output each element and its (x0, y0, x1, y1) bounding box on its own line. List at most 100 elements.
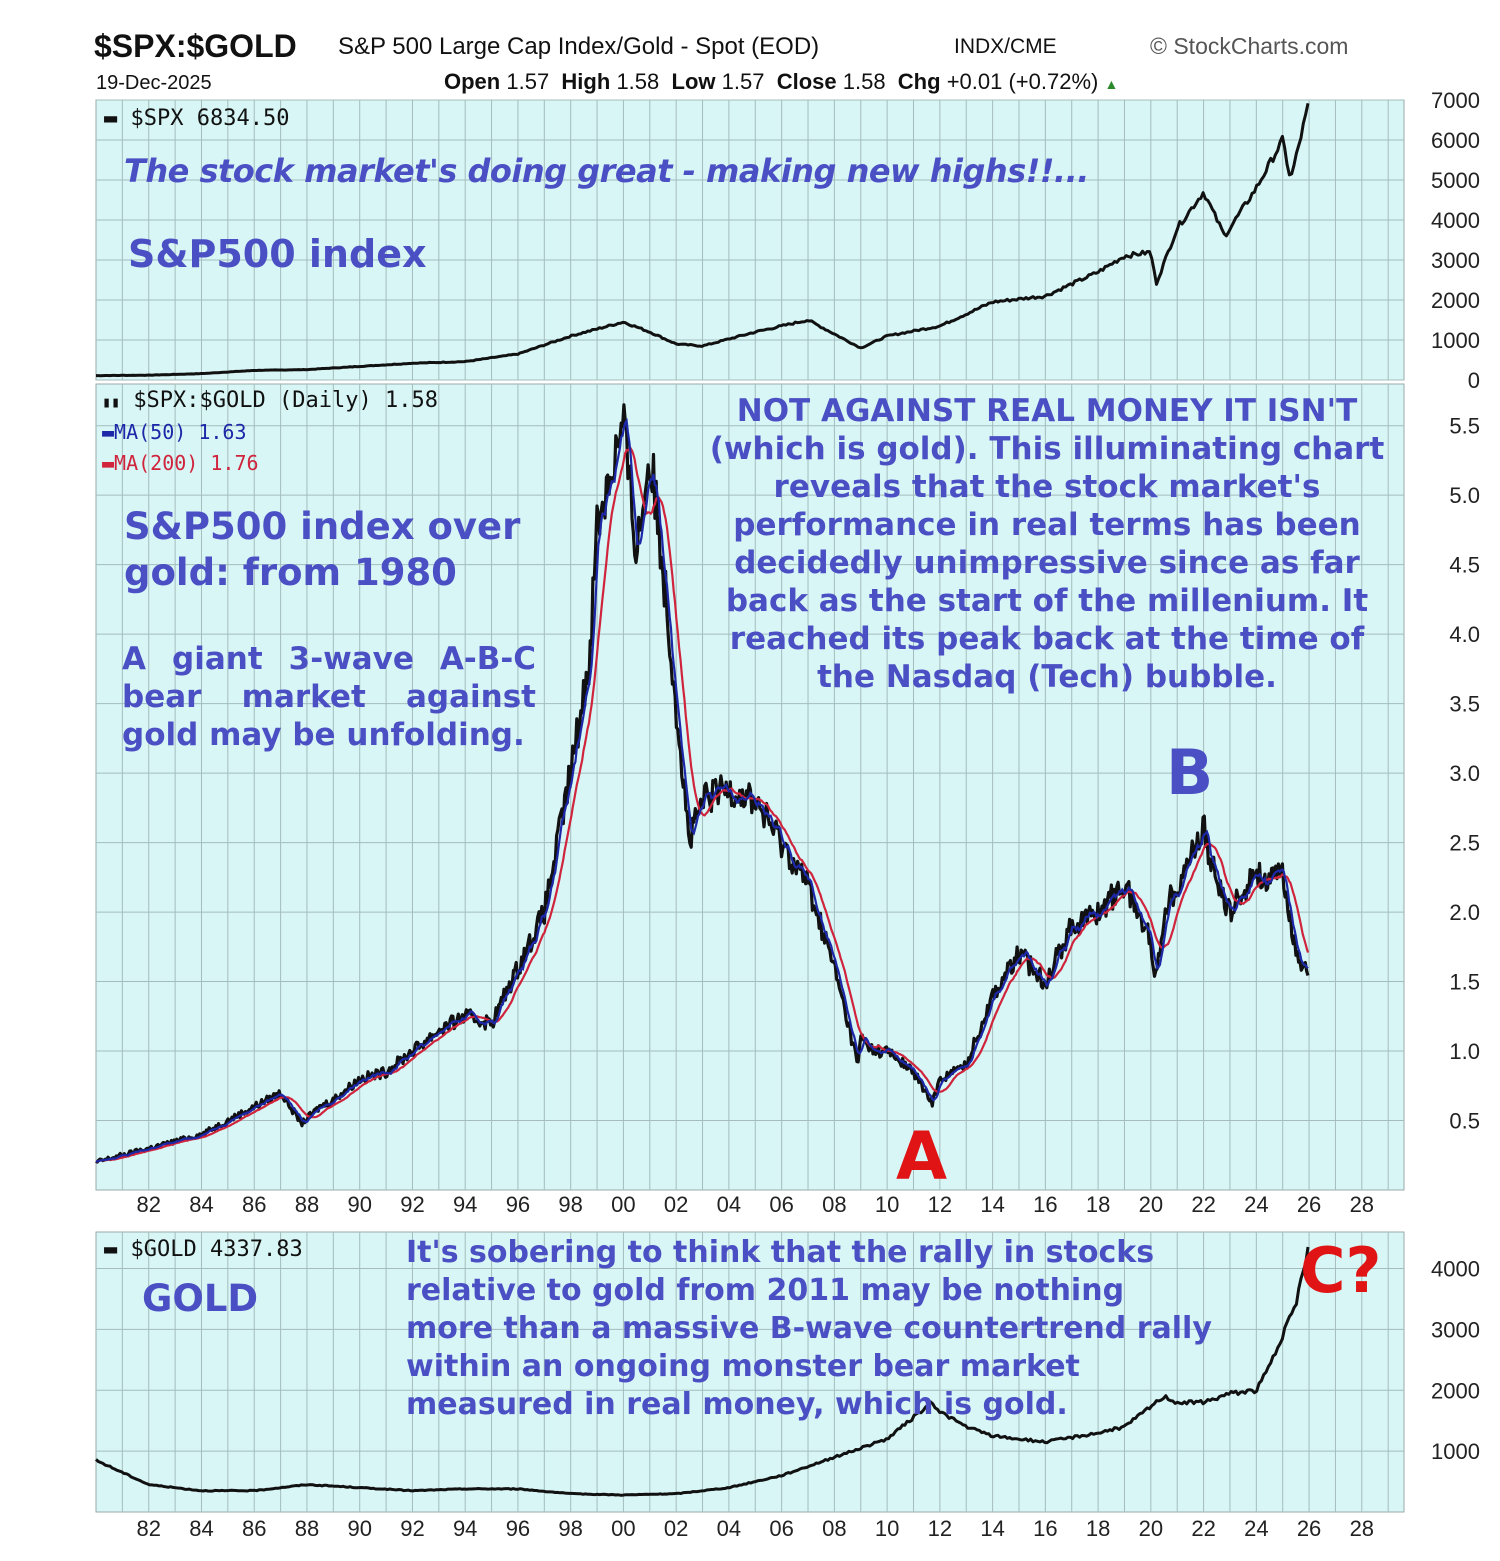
spx-legend-text: $SPX 6834.50 (130, 106, 290, 131)
abc-annotation: A giant 3-wave A-B-C bear market against… (122, 641, 536, 753)
gold-legend: ▬ $GOLD 4337.83 (104, 1237, 303, 1262)
up-arrow-icon: ▲ (1104, 76, 1119, 92)
y-tick-label: 5.5 (1449, 414, 1480, 439)
x-tick-label: 92 (400, 1516, 424, 1541)
source-credit: © StockCharts.com (1150, 33, 1349, 59)
ma200-legend: ▬MA(200) 1.76 (102, 451, 259, 475)
tick-layer: 010002000300040005000600070000.51.01.52.… (136, 88, 1480, 1541)
x-tick-label: 88 (295, 1192, 319, 1217)
y-tick-label: 5.0 (1449, 483, 1480, 508)
series-layer (94, 102, 1310, 1497)
x-tick-label: 06 (769, 1192, 793, 1217)
chg-label: Chg (897, 69, 941, 94)
ratio-price-line (95, 403, 1310, 1164)
x-tick-label: 10 (875, 1192, 899, 1217)
spx-price-line (96, 102, 1310, 378)
grid-layer (95, 99, 1405, 1513)
y-tick-label: 4.5 (1449, 553, 1480, 578)
y-tick-label: 4000 (1431, 1257, 1480, 1282)
y-tick-label: 5000 (1431, 168, 1480, 193)
x-tick-label: 08 (822, 1516, 846, 1541)
ratio-legend-text: $SPX:$GOLD (Daily) 1.58 (133, 388, 438, 413)
y-tick-label: 1.5 (1449, 970, 1480, 995)
x-tick-label: 94 (453, 1192, 477, 1217)
ratio-panel-title: S&P500 index over gold: from 1980 (124, 505, 521, 594)
x-tick-label: 96 (506, 1516, 530, 1541)
x-tick-label: 18 (1086, 1192, 1110, 1217)
wave-c-label: C? (1300, 1234, 1382, 1307)
x-tick-label: 08 (822, 1192, 846, 1217)
low-value: 1.57 (721, 69, 765, 94)
exchange-label: INDX/CME (954, 35, 1057, 58)
x-tick-label: 94 (453, 1516, 477, 1541)
x-tick-label: 98 (558, 1192, 582, 1217)
x-tick-label: 02 (664, 1192, 688, 1217)
ma200-legend-text: MA(200) 1.76 (114, 451, 259, 475)
ma50-legend: ▬MA(50) 1.63 (102, 420, 247, 444)
y-tick-label: 1000 (1431, 1439, 1480, 1464)
x-tick-label: 14 (980, 1516, 1004, 1541)
y-tick-label: 2000 (1431, 1378, 1480, 1403)
x-tick-label: 04 (717, 1516, 741, 1541)
y-tick-label: 6000 (1431, 128, 1480, 153)
chart-symbol: $SPX:$GOLD (94, 28, 297, 64)
legend-line-icon: ▬ (104, 1237, 118, 1262)
x-tick-label: 82 (136, 1516, 160, 1541)
y-tick-label: 3000 (1431, 1317, 1480, 1342)
bar-chart-icon: ▮▮ (102, 393, 121, 411)
high-value: 1.58 (616, 69, 660, 94)
panel-background (95, 1231, 1405, 1513)
spx-legend: ▬ $SPX 6834.50 (104, 106, 289, 131)
spx-annotation: The stock market's doing great - making … (124, 152, 1089, 190)
y-tick-label: 2.0 (1449, 900, 1480, 925)
wave-b-label: B (1166, 736, 1214, 809)
close-label: Close (776, 69, 837, 94)
chart-date: 19-Dec-2025 (96, 72, 212, 94)
gold-panel-title: GOLD (142, 1277, 259, 1320)
x-tick-label: 96 (506, 1192, 530, 1217)
x-tick-label: 82 (136, 1192, 160, 1217)
x-tick-label: 86 (242, 1192, 266, 1217)
y-tick-label: 0 (1468, 368, 1480, 393)
legend-line-icon: ▬ (102, 451, 115, 475)
x-tick-label: 10 (875, 1516, 899, 1541)
y-tick-label: 1.0 (1449, 1039, 1480, 1064)
y-tick-label: 0.5 (1449, 1109, 1480, 1134)
x-tick-label: 06 (769, 1516, 793, 1541)
y-tick-label: 2.5 (1449, 831, 1480, 856)
ma200-line (95, 446, 1310, 1163)
y-tick-label: 3.0 (1449, 761, 1480, 786)
x-tick-label: 12 (928, 1516, 952, 1541)
x-tick-label: 28 (1350, 1516, 1374, 1541)
x-tick-label: 16 (1033, 1516, 1057, 1541)
x-tick-label: 98 (558, 1516, 582, 1541)
x-tick-label: 90 (347, 1516, 371, 1541)
x-tick-label: 04 (717, 1192, 741, 1217)
x-tick-label: 92 (400, 1192, 424, 1217)
x-tick-label: 28 (1350, 1192, 1374, 1217)
x-tick-label: 90 (347, 1192, 371, 1217)
gold-legend-text: $GOLD 4337.83 (130, 1237, 303, 1262)
ratio-legend: ▮▮ $SPX:$GOLD (Daily) 1.58 (102, 388, 438, 413)
y-tick-label: 3000 (1431, 248, 1480, 273)
spx-panel-title: S&P500 index (128, 232, 427, 276)
chg-value: +0.01 (+0.72%) (946, 69, 1099, 94)
x-tick-label: 16 (1033, 1192, 1057, 1217)
gold-annotation: It's sobering to think that the rally in… (406, 1235, 1212, 1422)
ohlc-readout: Open 1.57 High 1.58 Low 1.57 Close 1.58 … (444, 69, 1118, 95)
open-label: Open (444, 69, 501, 94)
y-tick-label: 3.5 (1449, 692, 1480, 717)
legend-line-icon: ▬ (102, 420, 115, 444)
x-tick-label: 20 (1139, 1192, 1163, 1217)
ma50-legend-text: MA(50) 1.63 (114, 420, 247, 444)
x-tick-label: 24 (1244, 1516, 1268, 1541)
y-tick-label: 2000 (1431, 288, 1480, 313)
x-tick-label: 26 (1297, 1516, 1321, 1541)
x-tick-label: 22 (1191, 1516, 1215, 1541)
gold-price-line (94, 1246, 1310, 1497)
legend-line-icon: ▬ (104, 106, 118, 131)
chart-description: S&P 500 Large Cap Index/Gold - Spot (EOD… (338, 33, 820, 60)
close-value: 1.58 (842, 69, 886, 94)
wave-a-label: A (896, 1118, 948, 1195)
